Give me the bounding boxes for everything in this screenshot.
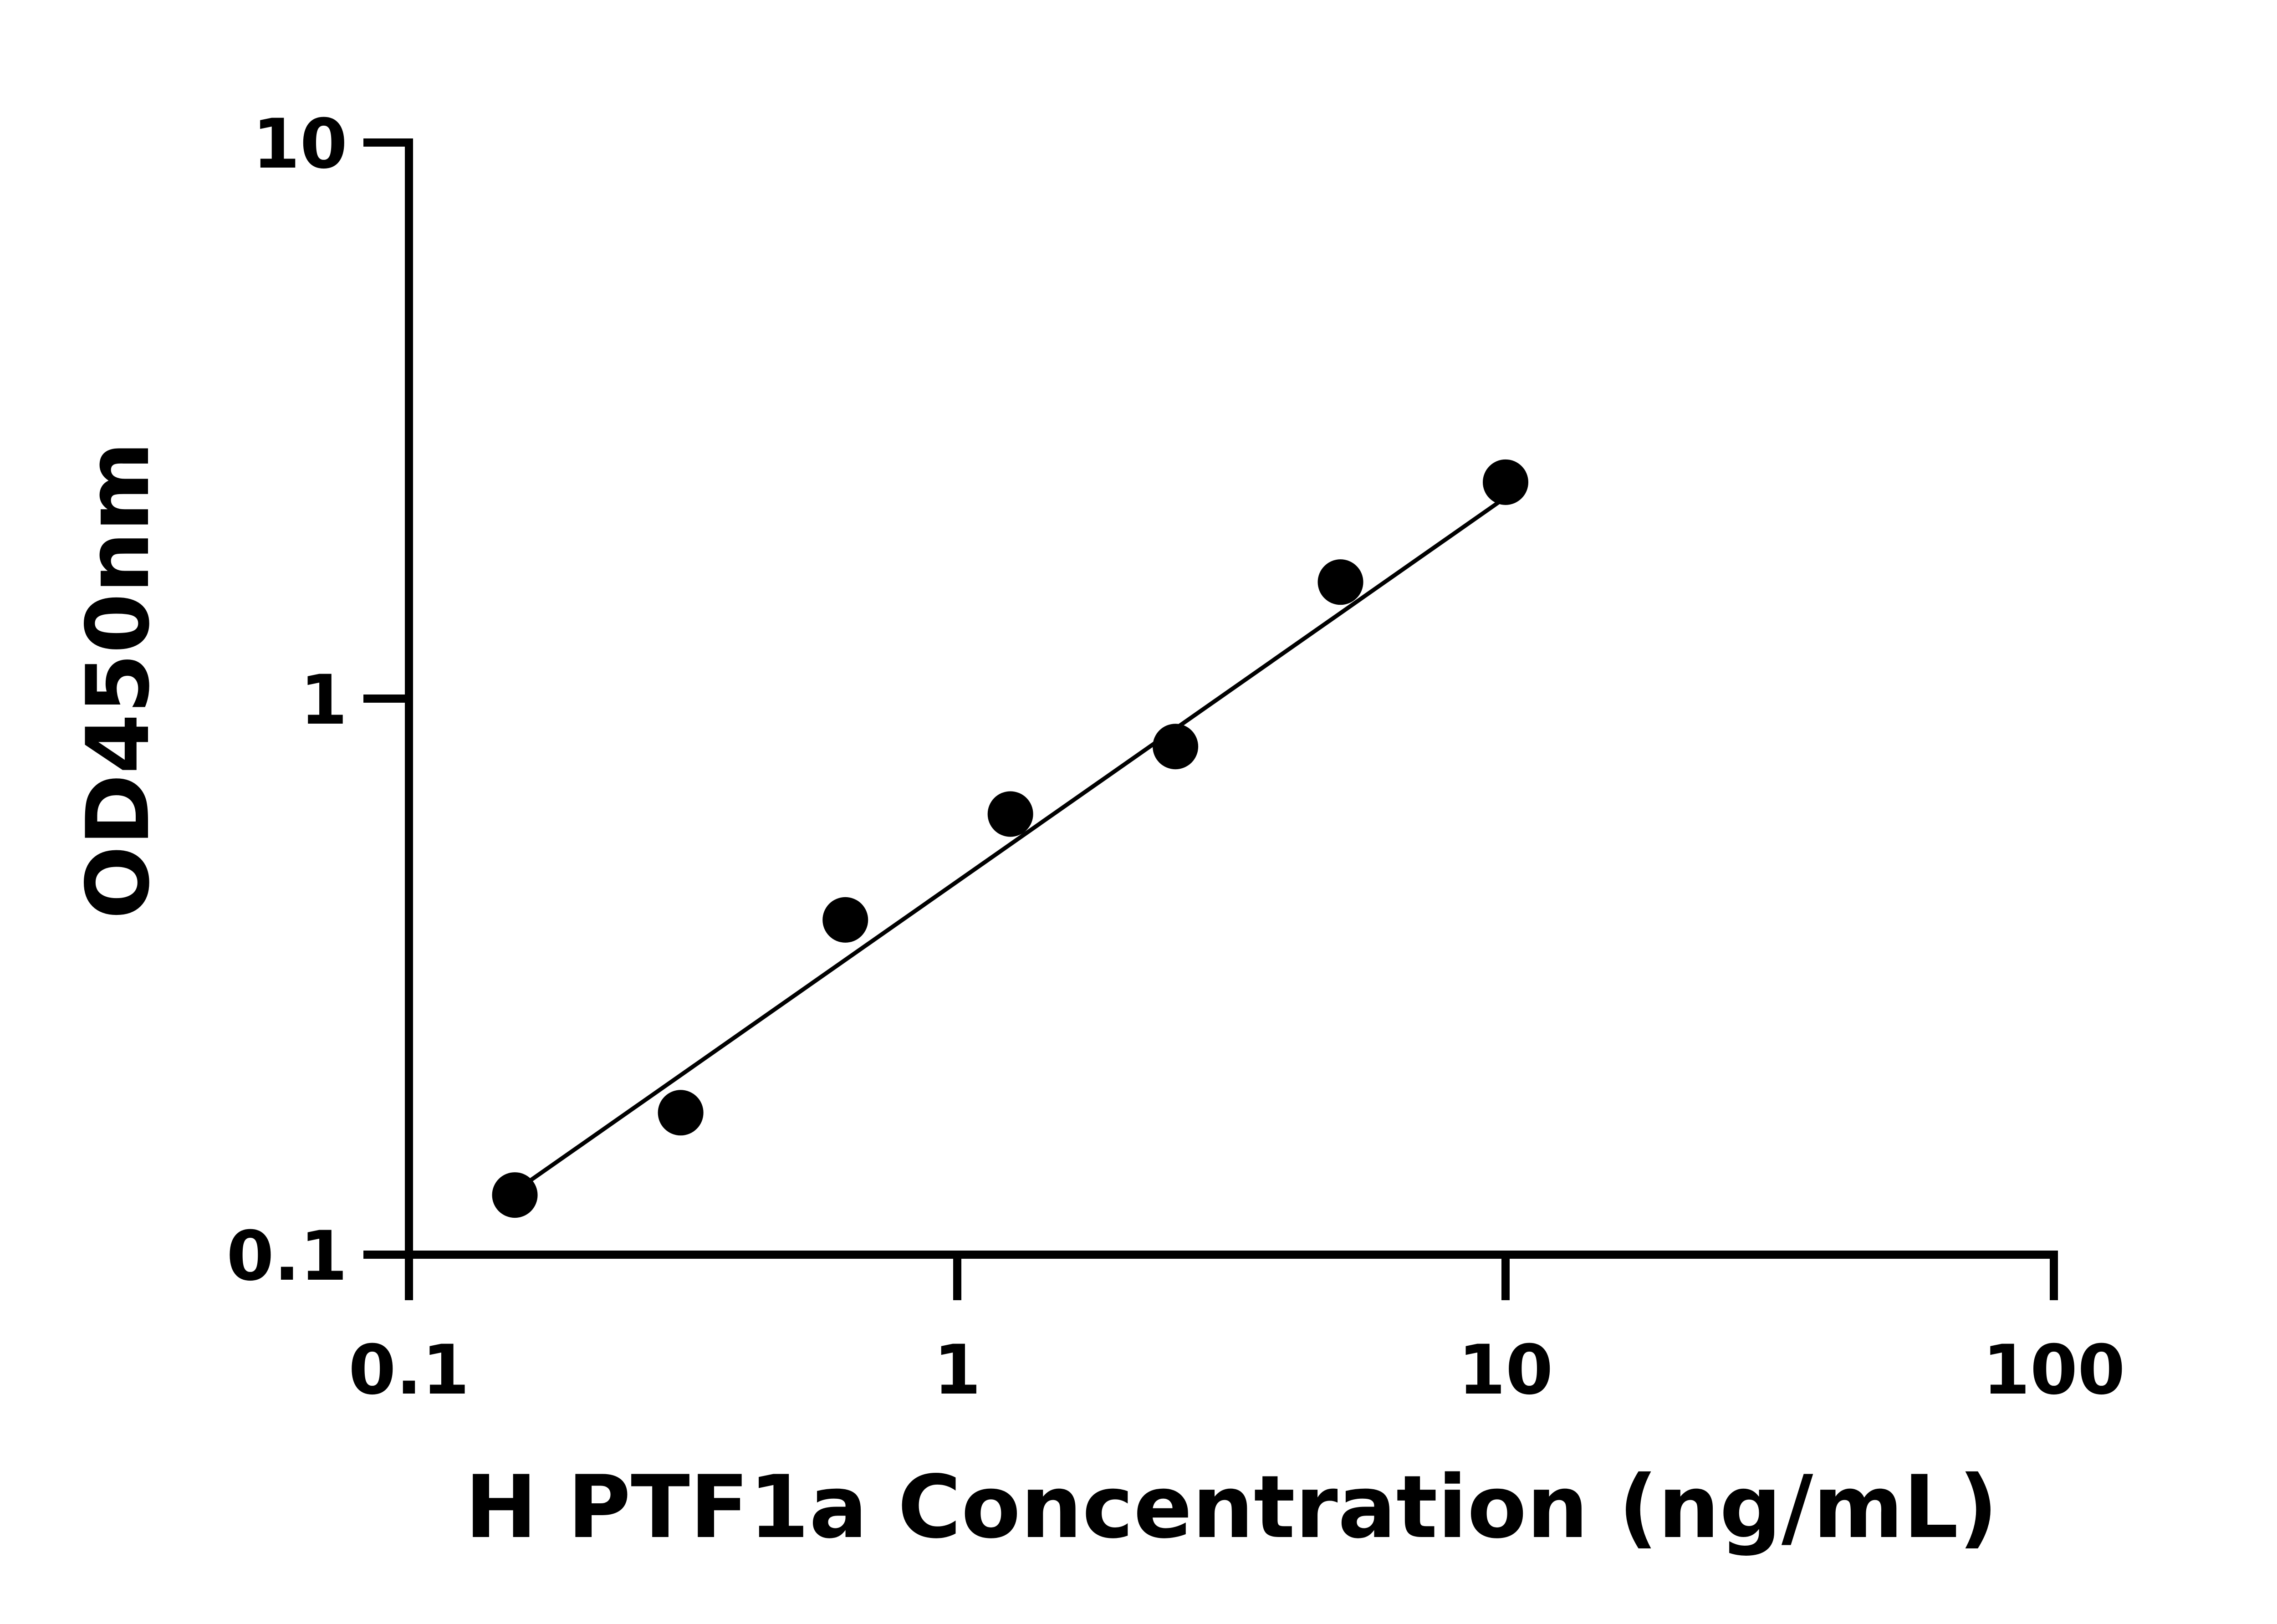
data-point [1483, 459, 1528, 505]
data-point [822, 897, 868, 943]
x-axis-ticks: 0.1 1 10 100 [348, 1255, 2125, 1410]
x-tick-label: 1 [934, 1331, 981, 1410]
y-axis-title: OD450nm [68, 441, 168, 919]
x-tick-label: 10 [1458, 1331, 1553, 1410]
fit-line [513, 495, 1507, 1193]
axes [405, 138, 2058, 1259]
x-axis-title: H PTF1a Concentration (ng/mL) [465, 1457, 1998, 1558]
y-axis-ticks: 0.1 1 10 [226, 105, 409, 1296]
y-tick-label: 0.1 [226, 1217, 347, 1296]
data-point [492, 1172, 538, 1218]
data-point [987, 791, 1033, 837]
x-tick-label: 100 [1982, 1331, 2125, 1410]
data-point [1317, 559, 1363, 605]
data-point [1153, 724, 1199, 770]
y-tick-label: 10 [252, 105, 347, 184]
y-tick-label: 1 [300, 661, 347, 740]
fit-line-group [513, 495, 1507, 1193]
data-points [492, 459, 1528, 1218]
data-point [658, 1090, 704, 1136]
x-tick-label: 0.1 [348, 1331, 470, 1410]
